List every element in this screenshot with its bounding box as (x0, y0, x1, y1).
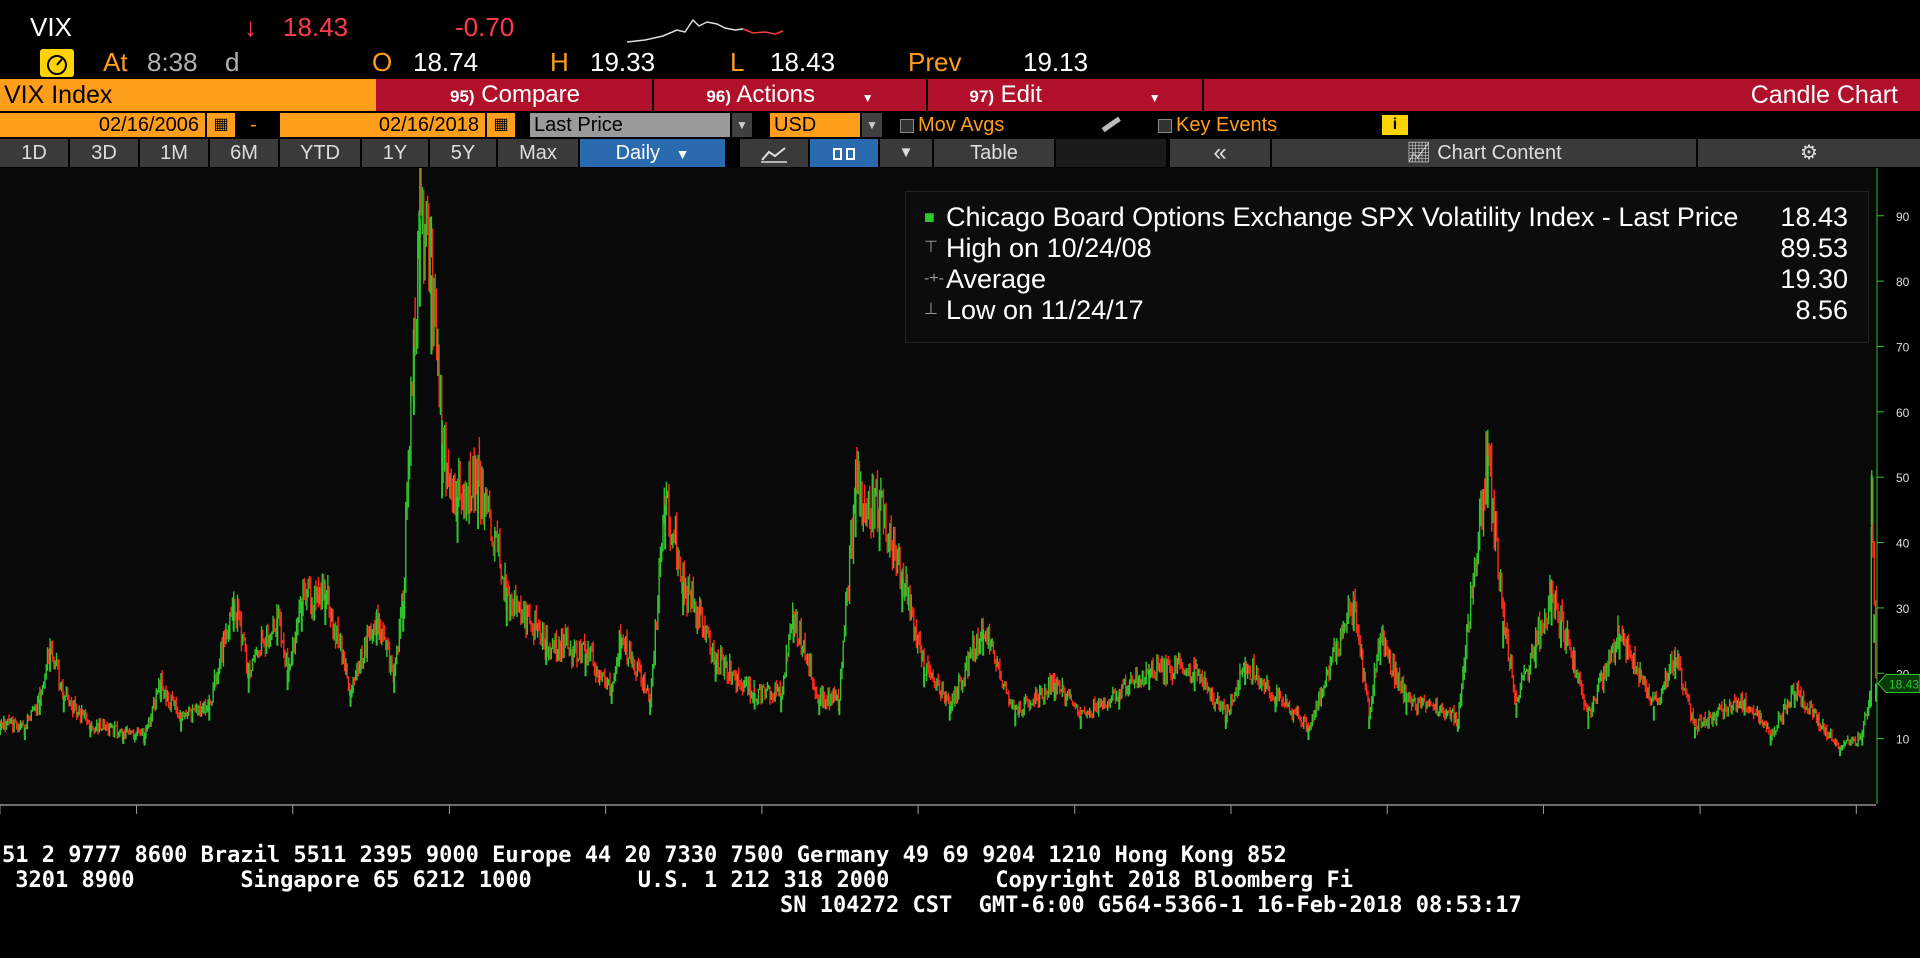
divider (652, 79, 654, 111)
open-value: 18.74 (413, 47, 479, 77)
actions-button[interactable]: 96) Actions ▼ (655, 79, 925, 111)
gear-icon[interactable]: ⚙ (1698, 139, 1920, 167)
chart-content-button[interactable]: 📈︎ Chart Content (1272, 139, 1696, 167)
prev-label: Prev (908, 47, 962, 77)
divider (1202, 79, 1204, 111)
chart-icon: 📈︎ (1406, 142, 1432, 164)
compare-button[interactable]: 95) Compare (380, 79, 650, 111)
y-tick-label: 90 (1896, 210, 1910, 224)
low-value: 18.43 (770, 47, 836, 77)
last-price-tag-label: 18.43 (1889, 678, 1919, 692)
chart-legend: ■ Chicago Board Options Exchange SPX Vol… (905, 191, 1869, 343)
period-1y-button[interactable]: 1Y (362, 139, 428, 167)
last-price-tag (1877, 674, 1920, 694)
y-tick-label: 30 (1896, 602, 1910, 616)
legend-high-row: ⊤ High on 10/24/08 89.53 (924, 233, 1848, 263)
average-marker-icon: -+- (924, 270, 944, 287)
security-title[interactable]: VIX Index (0, 79, 376, 111)
chevron-down-icon[interactable]: ▼ (732, 113, 752, 137)
y-tick-label: 10 (1896, 733, 1910, 747)
y-tick-label: 50 (1896, 471, 1910, 485)
divider (926, 79, 928, 111)
end-date-field[interactable]: 02/16/2018 (280, 113, 485, 137)
period-ytd-button[interactable]: YTD (280, 139, 360, 167)
line-chart-icon[interactable] (740, 139, 808, 167)
chevron-down-icon[interactable]: ▼ (880, 139, 932, 167)
chevron-down-icon: ▼ (861, 91, 874, 105)
legend-low-label: Low on 11/24/17 (946, 295, 1144, 325)
legend-low-value: 8.56 (1795, 295, 1848, 325)
compare-label: Compare (481, 81, 580, 108)
chart-content-label: Chart Content (1437, 142, 1562, 164)
key-events-label: Key Events (1176, 114, 1278, 136)
table-button[interactable]: Table (934, 139, 1054, 167)
sparkline-icon (626, 18, 784, 43)
chevron-down-icon[interactable]: ▼ (862, 113, 882, 137)
time-suffix: d (225, 47, 240, 77)
compare-number: 95) (450, 87, 475, 106)
period-6m-button[interactable]: 6M (210, 139, 278, 167)
chevron-down-icon: ▼ (675, 146, 690, 162)
legend-average-row: -+- Average 19.30 (924, 264, 1848, 294)
legend-average-value: 19.30 (1780, 264, 1848, 294)
period-1d-button[interactable]: 1D (0, 139, 68, 167)
edit-label: Edit (1000, 81, 1043, 108)
collapse-button[interactable]: « (1170, 139, 1270, 167)
mov-avgs-label: Mov Avgs (918, 114, 1005, 136)
at-label: At (103, 47, 128, 77)
high-label: H (550, 47, 569, 77)
high-value: 19.33 (590, 47, 656, 77)
legend-series-row: ■ Chicago Board Options Exchange SPX Vol… (924, 202, 1848, 232)
low-label: L (730, 47, 745, 77)
toolbar-spacer (1056, 139, 1166, 167)
period-5y-button[interactable]: 5Y (430, 139, 496, 167)
prev-value: 19.13 (1023, 47, 1089, 77)
chart-type-title: Candle Chart (1750, 81, 1898, 109)
period-3d-button[interactable]: 3D (70, 139, 138, 167)
open-label: O (372, 47, 393, 77)
period-max-button[interactable]: Max (498, 139, 578, 167)
legend-high-value: 89.53 (1780, 233, 1848, 263)
actions-label: Actions (736, 81, 816, 108)
footer-session-line: SN 104272 CST GMT-6:00 G564-5366-1 16-Fe… (780, 893, 1522, 918)
last-price: 18.43 (283, 12, 349, 42)
legend-low-row: ⊥ Low on 11/24/17 8.56 (924, 295, 1848, 325)
gauge-icon[interactable] (40, 49, 74, 77)
calendar-icon[interactable]: ▦ (207, 113, 235, 137)
low-marker-icon: ⊥ (924, 301, 938, 318)
down-arrow-icon: ↓ (244, 12, 257, 42)
actions-number: 96) (706, 87, 731, 106)
high-marker-icon: ⊤ (924, 239, 938, 256)
candle-chart-icon[interactable] (810, 139, 878, 167)
date-dash: - (250, 114, 257, 136)
info-icon[interactable]: i (1382, 115, 1408, 135)
start-date-field[interactable]: 02/16/2006 (0, 113, 205, 137)
ticker-symbol: VIX (30, 12, 72, 42)
footer-contacts-line1: 51 2 9777 8600 Brazil 5511 2395 9000 Eur… (2, 843, 1287, 868)
quote-time: 8:38 (147, 47, 198, 77)
legend-high-label: High on 10/24/08 (946, 233, 1152, 263)
calendar-icon[interactable]: ▦ (487, 113, 515, 137)
frequency-label: Daily (615, 142, 661, 164)
edit-button[interactable]: 97) Edit ▼ (930, 79, 1200, 111)
y-tick-label: 80 (1896, 275, 1910, 289)
footer-contacts-line2: 3201 8900 Singapore 65 6212 1000 U.S. 1 … (2, 868, 1354, 893)
field-select[interactable]: Last Price (530, 113, 730, 137)
period-1m-button[interactable]: 1M (140, 139, 208, 167)
y-tick-label: 60 (1896, 406, 1910, 420)
series-swatch-icon: ■ (924, 207, 935, 227)
legend-series-name: Chicago Board Options Exchange SPX Volat… (946, 202, 1739, 232)
y-tick-label: 70 (1896, 340, 1910, 354)
key-events-checkbox[interactable] (1158, 119, 1172, 133)
edit-number: 97) (969, 87, 994, 106)
mov-avgs-checkbox[interactable] (900, 119, 914, 133)
y-tick-label: 40 (1896, 537, 1910, 551)
net-change: -0.70 (455, 12, 515, 42)
legend-last-value: 18.43 (1780, 202, 1848, 232)
currency-select[interactable]: USD (770, 113, 860, 137)
pencil-icon[interactable] (1098, 114, 1124, 136)
chevron-down-icon: ▼ (1148, 91, 1161, 105)
frequency-select[interactable]: Daily ▼ (580, 139, 725, 167)
legend-average-label: Average (946, 264, 1047, 294)
